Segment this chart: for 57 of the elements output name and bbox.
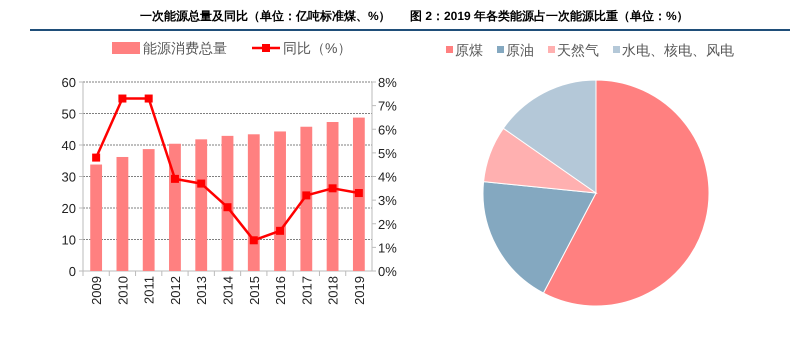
x-tick-label: 2014: [220, 276, 236, 305]
legend-label: 原煤: [455, 42, 483, 58]
y2-tick-label: 0%: [378, 264, 398, 279]
y-tick-label: 40: [62, 138, 76, 153]
y-tick-label: 20: [62, 201, 76, 216]
x-tick-label: 2009: [89, 276, 104, 305]
x-tick-label: 2011: [142, 276, 157, 304]
legend-label: 同比（%）: [283, 40, 352, 56]
bar: [116, 156, 128, 271]
bar: [352, 118, 365, 271]
x-tick-label: 2010: [115, 276, 130, 305]
x-tick-label: 2019: [352, 276, 367, 305]
point: [144, 94, 153, 103]
chart-title: 一次能源总量及同比（单位：亿吨标准煤、%）: [140, 9, 391, 23]
point: [276, 226, 284, 235]
point: [302, 191, 310, 200]
y2-tick-label: 2%: [378, 216, 398, 232]
y2-tick-label: 8%: [378, 75, 398, 90]
bar: [169, 144, 181, 271]
x-tick-label: 2015: [246, 276, 262, 305]
bar: [274, 131, 286, 271]
bar: [90, 164, 102, 271]
x-tick-label: 2018: [326, 276, 341, 305]
bar: [326, 122, 339, 271]
point: [328, 184, 337, 192]
x-tick-label: 2017: [299, 276, 314, 305]
legend-label: 水电、核电、风电: [622, 42, 734, 58]
y2-tick-label: 4%: [378, 170, 398, 184]
point: [250, 236, 258, 244]
y2-tick-label: 1%: [378, 240, 398, 256]
bar: [300, 126, 312, 271]
y2-tick-label: 6%: [378, 122, 398, 138]
bar: [142, 149, 155, 271]
legend-label: 天然气: [557, 42, 599, 58]
y-tick-label: 10: [62, 232, 76, 248]
point: [92, 154, 100, 162]
bar: [248, 134, 260, 271]
legend-label: 能源消费总量: [143, 40, 227, 56]
legend-label: 原油: [506, 42, 534, 58]
point: [224, 203, 232, 212]
y-tick-label: 0: [68, 264, 76, 279]
x-tick-label: 2013: [194, 276, 210, 305]
x-tick-label: 2016: [273, 276, 288, 305]
y-tick-label: 30: [62, 170, 76, 184]
chart-title: 图 2：2019 年各类能源占一次能源比重（单位：%）: [410, 9, 689, 23]
point: [170, 174, 179, 183]
point: [197, 180, 206, 188]
y2-tick-label: 5%: [378, 146, 398, 161]
point: [354, 189, 363, 198]
point: [118, 94, 126, 103]
bar: [222, 136, 234, 271]
y2-tick-label: 3%: [378, 193, 398, 208]
bar: [195, 139, 208, 271]
y-tick-label: 50: [62, 106, 76, 122]
x-tick-label: 2012: [168, 276, 183, 305]
y2-tick-label: 7%: [378, 98, 398, 114]
y-tick-label: 60: [62, 75, 76, 90]
